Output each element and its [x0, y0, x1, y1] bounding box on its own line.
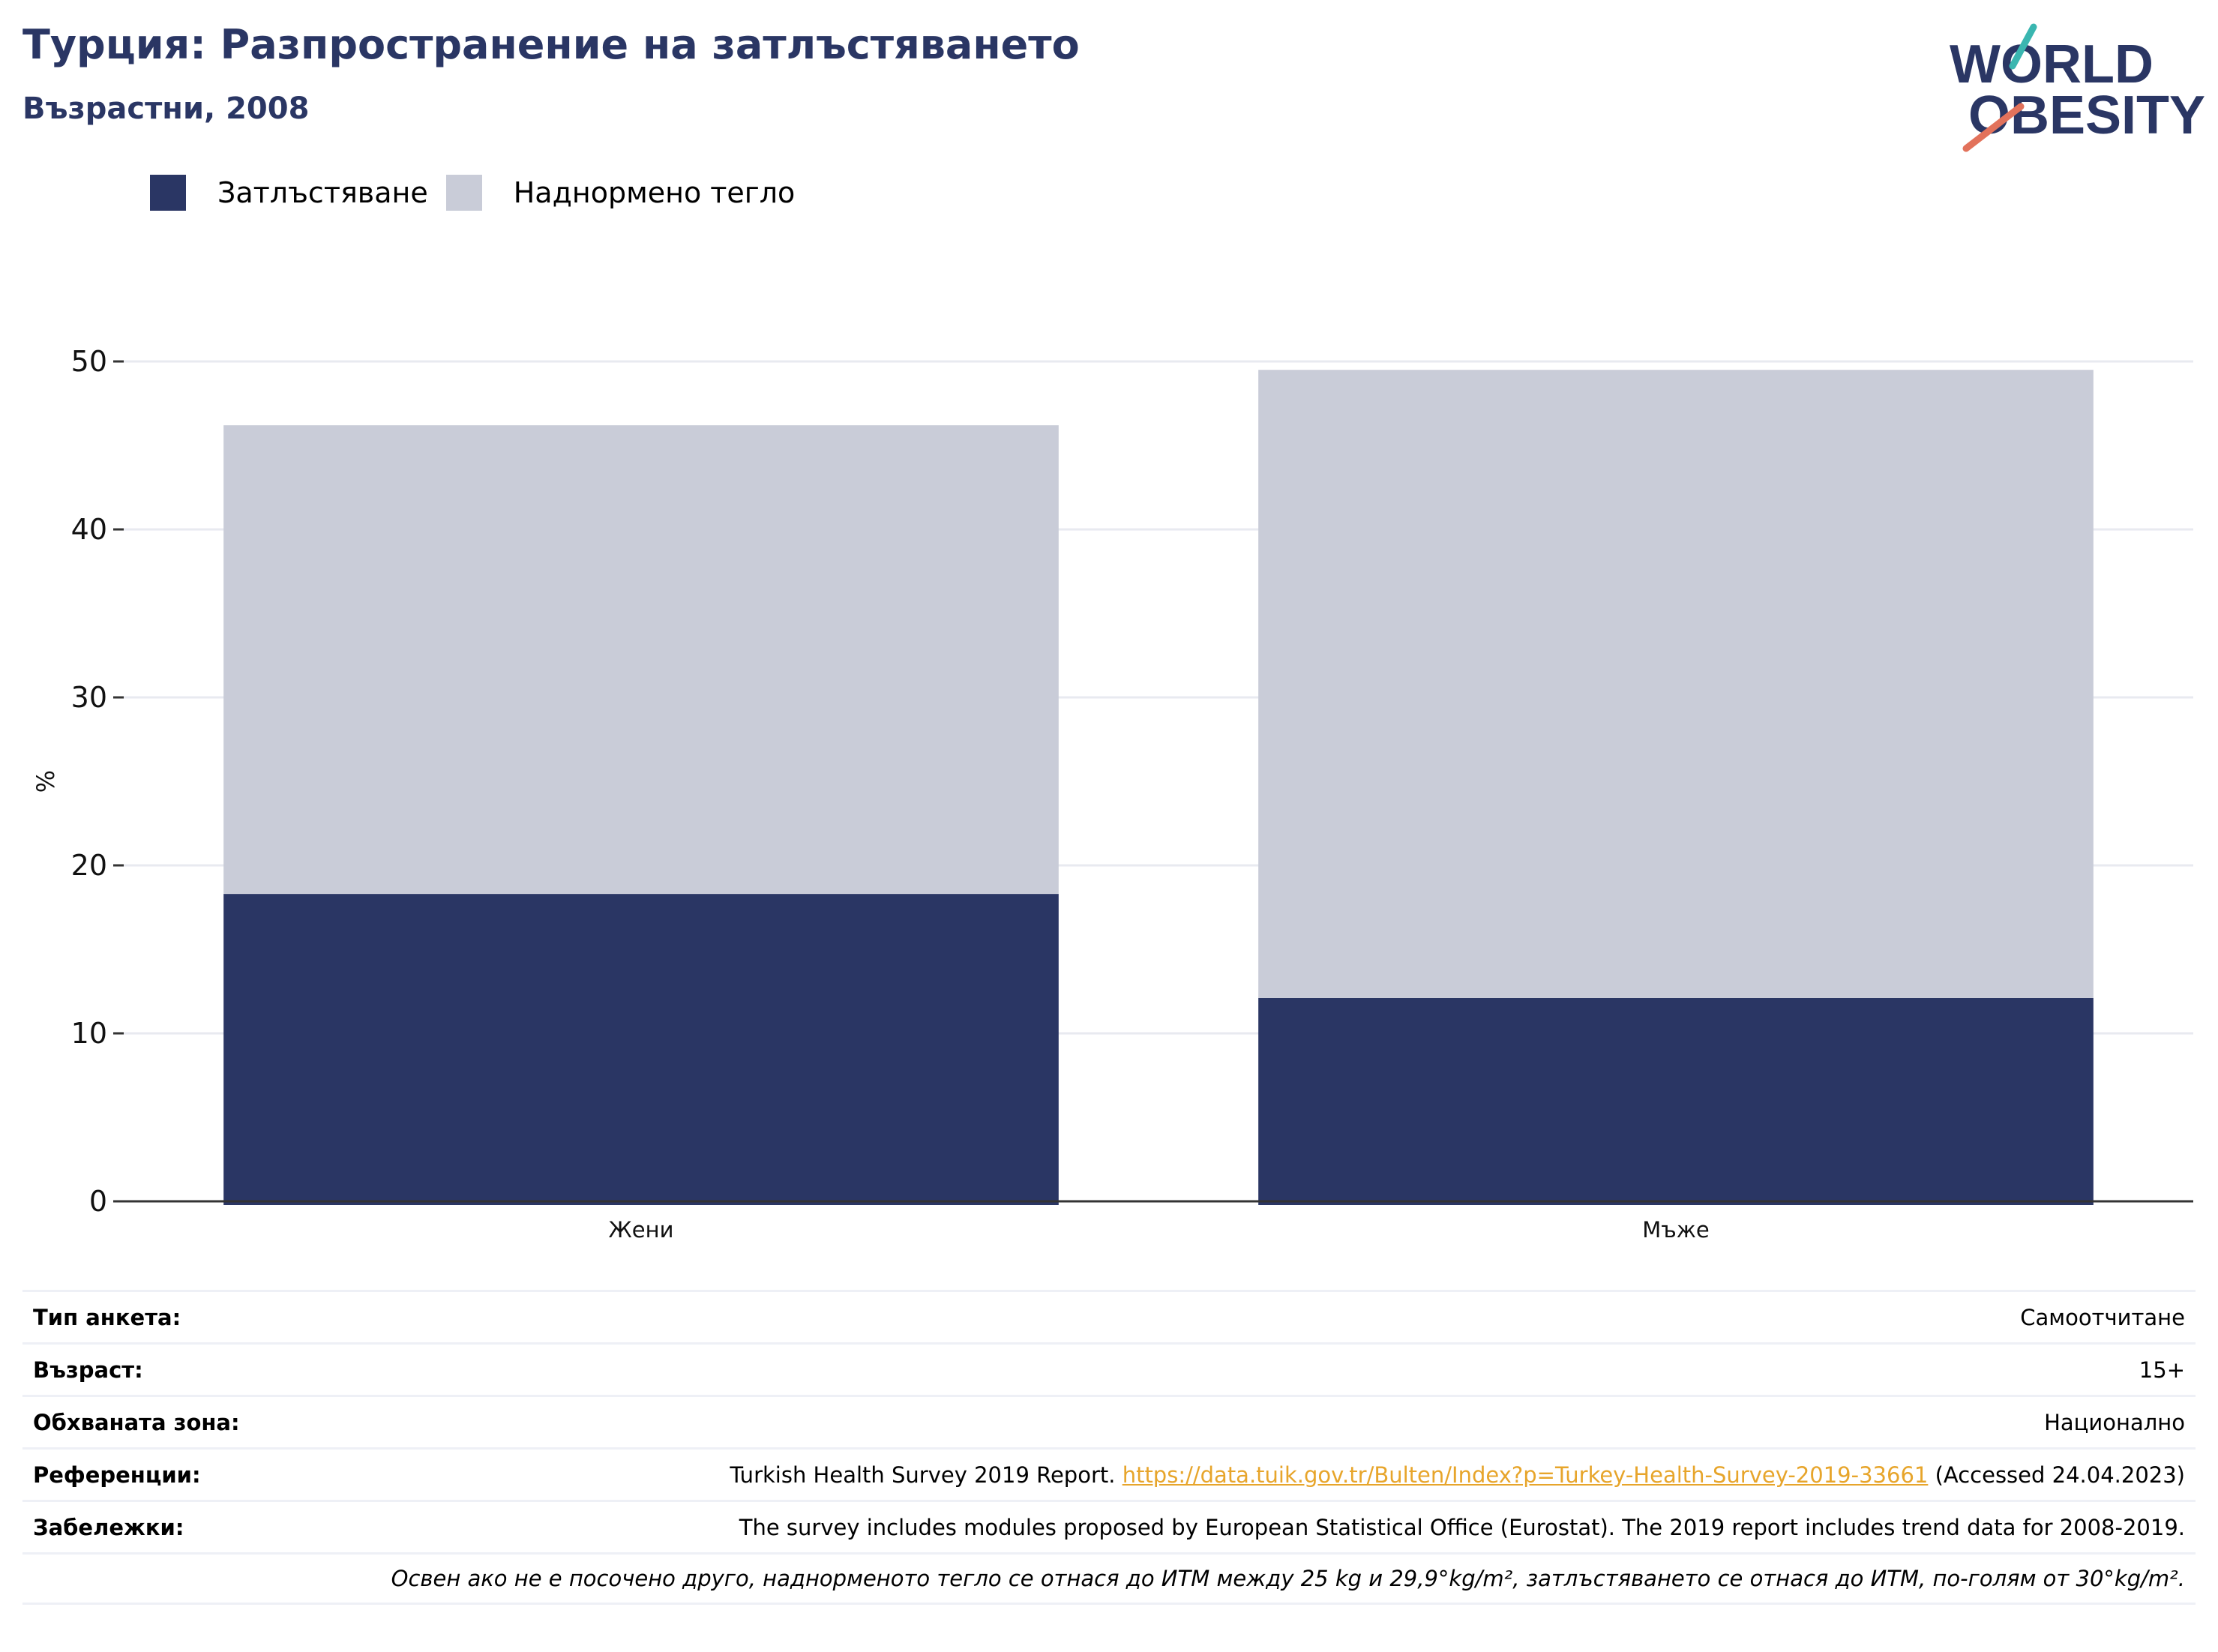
legend: Затлъстяване Наднормено тегло [150, 174, 813, 211]
definition-note: Освен ако не е посочено друго, наднормен… [391, 1566, 2185, 1591]
logo-slash-teal [2009, 23, 2037, 70]
x-tick-label: Мъже [1642, 1217, 1709, 1243]
stacked-bar-chart: 0 10 20 30 40 50% Жени Мъже [31, 345, 2193, 1243]
info-row-age: Възраст: 15+ [22, 1342, 2196, 1395]
info-row-survey-type: Тип анкета: Самоотчитане [22, 1290, 2196, 1342]
chart-title: Турция: Разпространение на затлъстяванет… [22, 21, 1080, 68]
legend-label-overweight: Наднормено тегло [513, 176, 796, 209]
survey-type-value: Самоотчитане [2020, 1304, 2185, 1330]
references-link[interactable]: https://data.tuik.gov.tr/Bulten/Index?p=… [1122, 1462, 1929, 1488]
logo-slash-red [1962, 103, 2025, 152]
y-tick-label: 30 [71, 681, 107, 714]
bar-obesity-1 [1258, 997, 2094, 1205]
area-value: Национално [2044, 1409, 2185, 1435]
chart-subtitle: Възрастни, 2008 [22, 91, 310, 126]
notes-label: Забележки: [33, 1514, 184, 1540]
references-value: Turkish Health Survey 2019 Report. https… [730, 1462, 2185, 1488]
info-row-references: Референции: Turkish Health Survey 2019 R… [22, 1447, 2196, 1500]
y-tick-label: 50 [71, 345, 107, 378]
age-value: 15+ [2139, 1357, 2185, 1383]
bar-overweight-0 [223, 425, 1059, 895]
bar-overweight-1 [1258, 370, 2094, 998]
info-row-area: Обхваната зона: Национално [22, 1395, 2196, 1447]
y-tick-label: 20 [71, 849, 107, 882]
y-tick-label: 0 [89, 1185, 107, 1218]
legend-swatch-overweight [445, 175, 482, 211]
logo-text-world: WORLD [1950, 34, 2154, 94]
legend-item-overweight[interactable]: Наднормено тегло [445, 175, 796, 211]
y-tick-label: 10 [71, 1017, 107, 1050]
world-obesity-logo: WORLD OBESITY [1950, 23, 2205, 152]
legend-item-obesity[interactable]: Затлъстяване [150, 175, 428, 211]
notes-value: The survey includes modules proposed by … [739, 1514, 2185, 1540]
x-tick-label: Жени [609, 1217, 674, 1243]
legend-swatch-obesity [150, 175, 186, 211]
survey-info-table: Тип анкета: Самоотчитане Възраст: 15+ Об… [22, 1290, 2196, 1605]
info-row-definition: Освен ако не е посочено друго, наднормен… [22, 1552, 2196, 1605]
y-axis-label: % [31, 770, 60, 793]
references-suffix: (Accessed 24.04.2023) [1935, 1462, 2185, 1488]
y-tick-label: 40 [71, 513, 107, 546]
references-prefix: Turkish Health Survey 2019 Report. [730, 1462, 1116, 1488]
legend-label-obesity: Затлъстяване [217, 176, 428, 209]
info-row-notes: Забележки: The survey includes modules p… [22, 1500, 2196, 1552]
area-label: Обхваната зона: [33, 1409, 240, 1435]
bar-obesity-0 [223, 894, 1059, 1205]
references-label: Референции: [33, 1462, 201, 1488]
survey-type-label: Тип анкета: [33, 1304, 181, 1330]
age-label: Възраст: [33, 1357, 143, 1383]
